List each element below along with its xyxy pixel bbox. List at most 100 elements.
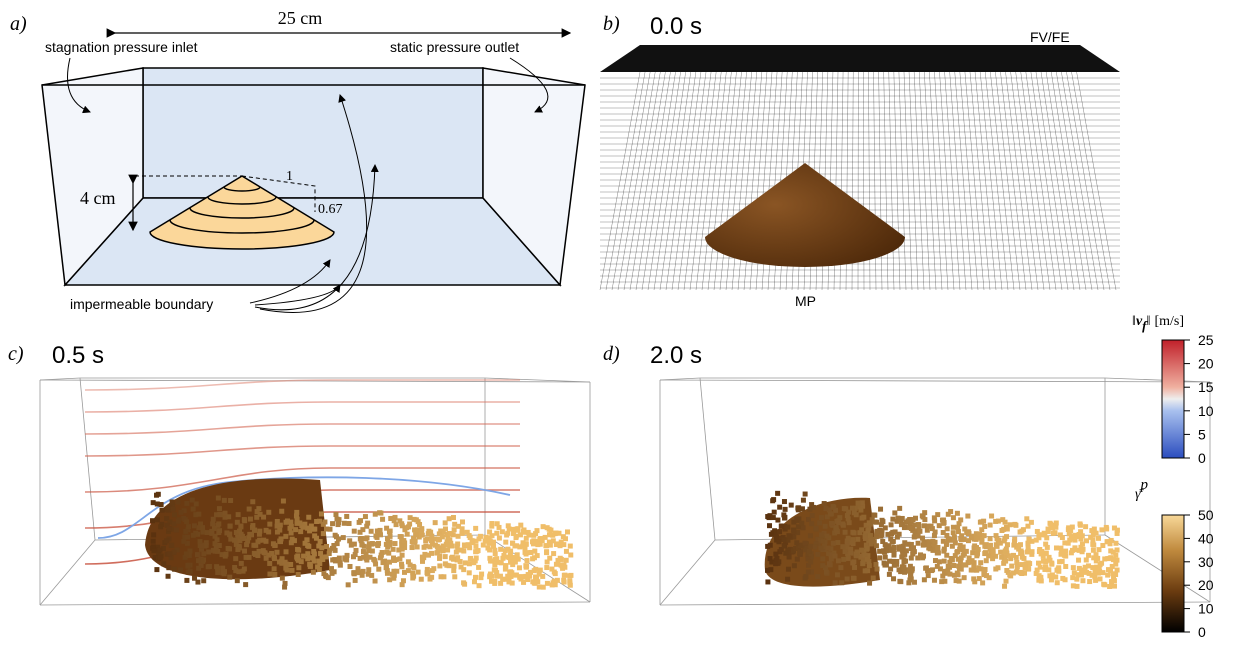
particle [326, 575, 331, 580]
particle [181, 539, 186, 544]
particle [492, 579, 497, 584]
particle [1078, 545, 1083, 550]
particle [1036, 578, 1041, 583]
particle [522, 575, 527, 580]
particle [1056, 565, 1061, 570]
particle [772, 510, 777, 515]
particle [1024, 516, 1029, 521]
particle [932, 578, 937, 583]
particle [956, 564, 961, 569]
particle [478, 575, 483, 580]
particle [1019, 571, 1024, 576]
particle [568, 573, 573, 578]
particle [392, 518, 397, 523]
particle [1066, 525, 1071, 530]
particle-cone [705, 163, 905, 267]
box-edge [660, 540, 715, 605]
particle [854, 553, 859, 558]
particle [151, 532, 156, 537]
particle [777, 505, 782, 510]
height-label: 4 cm [80, 188, 116, 208]
particle [1071, 583, 1076, 588]
particle [1050, 572, 1055, 577]
particle [159, 508, 164, 513]
time: 0.5 s [52, 342, 104, 369]
particle [391, 547, 396, 552]
particle [808, 544, 813, 549]
particle [898, 579, 903, 584]
particle [364, 558, 369, 563]
particle [474, 556, 479, 561]
particle [361, 569, 366, 574]
particle [1091, 548, 1096, 553]
particle [884, 563, 889, 568]
particle [333, 512, 338, 517]
particle [1060, 535, 1065, 540]
particle [274, 550, 279, 555]
particle [551, 551, 556, 556]
particle [897, 567, 902, 572]
particle [341, 535, 346, 540]
particle [451, 568, 456, 573]
box-edge [80, 378, 95, 540]
particle [167, 551, 172, 556]
particle [338, 563, 343, 568]
particle [850, 560, 855, 565]
particle [287, 526, 292, 531]
particle [809, 502, 814, 507]
particle [387, 543, 392, 548]
particle [304, 537, 309, 542]
particle [792, 563, 797, 568]
particle [518, 532, 523, 537]
particle [815, 552, 820, 557]
particle [455, 544, 460, 549]
particle [158, 524, 163, 529]
particle [492, 548, 497, 553]
particle [184, 551, 189, 556]
particle [979, 519, 984, 524]
particle [498, 574, 503, 579]
particle [1113, 553, 1118, 558]
particle [264, 528, 269, 533]
particle [272, 566, 277, 571]
particle [472, 579, 477, 584]
particle [880, 539, 885, 544]
particle [1004, 547, 1009, 552]
particle [414, 517, 419, 522]
particle [773, 561, 778, 566]
particle [275, 519, 280, 524]
particle [927, 543, 932, 548]
particle [223, 554, 228, 559]
particle [852, 530, 857, 535]
particle [272, 572, 277, 577]
particle [247, 507, 252, 512]
particle [769, 532, 774, 537]
particle [445, 547, 450, 552]
particle [292, 538, 297, 543]
particle [375, 542, 380, 547]
particle [406, 568, 411, 573]
particle [843, 549, 848, 554]
particle [503, 563, 508, 568]
particle [765, 514, 770, 519]
particle [1038, 532, 1043, 537]
particle [933, 540, 938, 545]
tag: c) [8, 343, 24, 365]
particle [1012, 539, 1017, 544]
tick-label: 20 [1198, 356, 1214, 372]
particle [353, 578, 358, 583]
particle [426, 531, 431, 536]
particle [874, 530, 879, 535]
particle [768, 556, 773, 561]
slope-rise: 0.67 [318, 202, 343, 217]
particle [984, 558, 989, 563]
particle [315, 564, 320, 569]
particle [865, 557, 870, 562]
particle [807, 549, 812, 554]
particle [988, 536, 993, 541]
particle [172, 512, 177, 517]
particle [1077, 532, 1082, 537]
particle [369, 529, 374, 534]
particle [185, 535, 190, 540]
particle [400, 582, 405, 587]
